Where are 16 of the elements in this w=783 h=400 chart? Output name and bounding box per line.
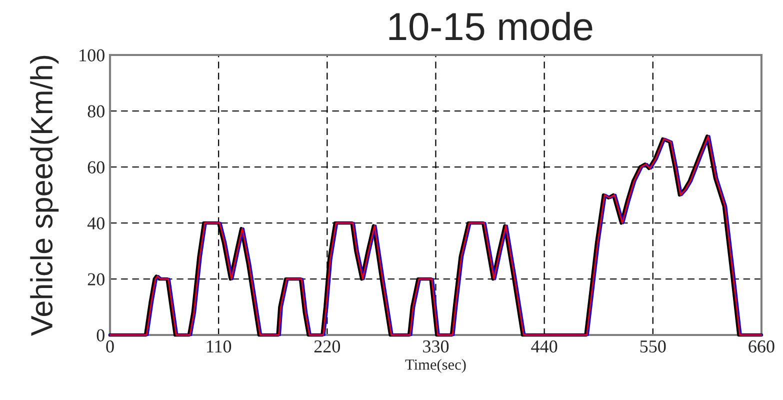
x-tick-label: 220 xyxy=(314,340,340,353)
y-tick-label: 40 xyxy=(87,217,104,230)
y-tick-label: 60 xyxy=(88,161,104,174)
y-tick-label: 20 xyxy=(88,273,104,286)
y-tick-label: 100 xyxy=(80,49,104,62)
y-tick-label: 80 xyxy=(88,105,104,118)
chart-title: 10-15 mode xyxy=(389,12,592,40)
x-tick-label: 330 xyxy=(423,340,449,353)
x-tick-label: 440 xyxy=(531,340,558,353)
y-axis-title: Vehicle speed(Km/h) xyxy=(30,56,59,336)
x-tick-label: 0 xyxy=(106,340,114,353)
x-tick-label: 110 xyxy=(206,340,232,353)
x-axis-title: Time(sec) xyxy=(405,359,466,373)
x-tick-label: 660 xyxy=(748,340,774,353)
x-tick-label: 550 xyxy=(640,340,666,353)
y-tick-label: 0 xyxy=(96,329,104,342)
